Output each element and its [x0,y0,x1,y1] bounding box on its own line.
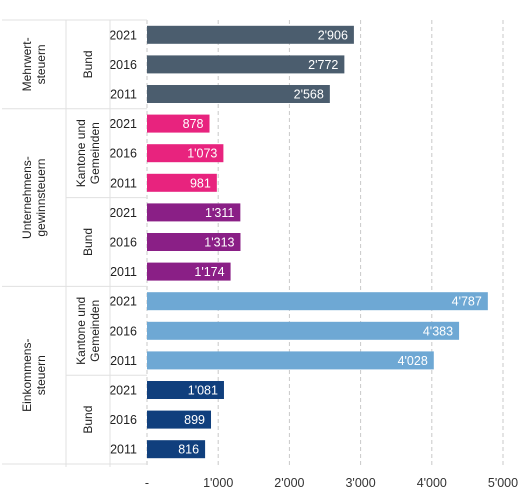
bar [147,203,241,222]
category-label: Mehrwert-steuern [20,37,48,91]
level-label: Kantone undGemeinden [74,119,102,187]
bar-value-label: 1'311 [205,206,234,220]
bar [147,321,460,340]
bar-value-label: 4'383 [423,324,453,338]
bar-value-label: 878 [183,117,204,131]
bar-value-label: 1'313 [204,236,234,250]
year-label: 2021 [109,28,137,42]
bar [147,85,330,103]
year-label: 2016 [109,147,137,161]
year-label: 2011 [110,354,137,368]
year-label: 2021 [109,295,137,309]
x-tick-label: - [145,476,149,490]
bar [147,292,488,311]
year-label: 2021 [109,117,137,131]
bar-value-label: 2'568 [294,88,324,102]
bar [147,173,217,192]
level-label: Kantone undGemeinden [74,297,102,365]
year-label: 2011 [110,443,137,457]
bar [147,144,224,163]
x-tick-label: 1'000 [203,476,233,490]
year-label: 2011 [110,88,137,102]
bar-value-label: 1'073 [187,147,217,161]
bar [147,55,345,74]
bar-value-label: 899 [184,413,205,427]
level-label: Bund [81,406,95,434]
bar-value-label: 2'906 [318,28,348,42]
year-label: 2016 [109,58,137,72]
year-label: 2021 [109,384,137,398]
x-tick-label: 2'000 [274,476,304,490]
bar-value-label: 1'174 [194,265,224,279]
bar [147,440,206,459]
x-tick-label: 4'000 [417,476,447,490]
year-label: 2016 [109,324,137,338]
category-label: Einkommens-steuern [20,339,48,412]
bar [147,114,210,133]
category-label: Unternehmens-gewinnsteuern [20,156,48,239]
bar [147,351,434,370]
bar-value-label: 4'028 [398,354,428,368]
year-label: 2021 [109,206,137,220]
bar [147,410,212,429]
bar [147,233,241,251]
bar-value-label: 816 [178,443,199,457]
x-tick-label: 3'000 [345,476,375,490]
year-label: 2011 [110,176,137,190]
level-label: Bund [81,228,95,256]
bar-value-label: 4'787 [452,295,482,309]
bar [147,262,231,281]
bar-value-label: 981 [190,176,211,190]
bar [147,25,354,44]
level-label: Bund [81,50,95,78]
year-label: 2016 [109,236,137,250]
year-label: 2016 [109,413,137,427]
x-tick-label: 5'000 [488,476,518,490]
bar-value-label: 1'081 [188,384,218,398]
year-label: 2011 [110,265,137,279]
bar-value-label: 2'772 [308,58,338,72]
bar [147,381,224,399]
